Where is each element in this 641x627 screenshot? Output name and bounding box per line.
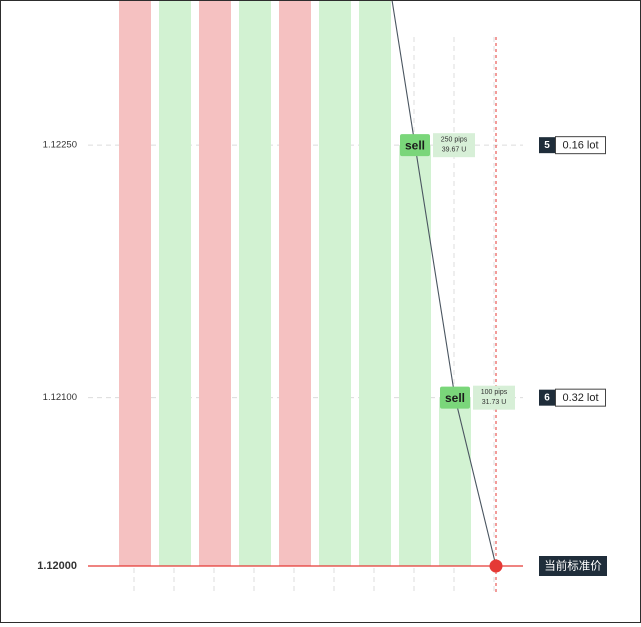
level-number: 5 bbox=[544, 140, 550, 151]
y-tick-label: 1.12250 bbox=[43, 140, 77, 151]
current-price-marker bbox=[489, 559, 503, 573]
bar bbox=[319, 0, 351, 567]
bar bbox=[439, 397, 471, 566]
price-path-line bbox=[391, 0, 497, 567]
bar bbox=[279, 0, 311, 566]
current-price-label: 当前标准价 bbox=[544, 559, 602, 573]
usd-label: 39.67 U bbox=[442, 147, 467, 154]
y-tick-label: 1.12000 bbox=[37, 560, 77, 572]
bar bbox=[119, 0, 151, 566]
sell-label-box bbox=[440, 386, 470, 409]
lot-box bbox=[555, 136, 606, 155]
pips-label: 100 pips bbox=[481, 389, 508, 396]
usd-label: 31.73 U bbox=[482, 399, 507, 406]
bar bbox=[399, 145, 431, 566]
bar bbox=[359, 0, 391, 566]
lot-box bbox=[555, 388, 606, 407]
lot-label: 0.32 lot bbox=[562, 392, 598, 404]
current-price-tag bbox=[539, 556, 607, 576]
sell-label-box bbox=[400, 134, 430, 157]
lot-label: 0.16 lot bbox=[562, 140, 598, 152]
info-box bbox=[473, 385, 515, 410]
pips-label: 250 pips bbox=[441, 137, 468, 144]
sell-label: sell bbox=[445, 391, 465, 405]
level-number: 6 bbox=[544, 393, 550, 404]
info-box bbox=[433, 133, 475, 158]
level-number-box bbox=[539, 389, 555, 406]
y-tick-label: 1.12100 bbox=[43, 392, 77, 403]
bar bbox=[239, 0, 271, 567]
bar bbox=[159, 0, 191, 567]
sell-label: sell bbox=[405, 139, 425, 153]
level-number-box bbox=[539, 137, 555, 154]
bar bbox=[199, 0, 231, 566]
